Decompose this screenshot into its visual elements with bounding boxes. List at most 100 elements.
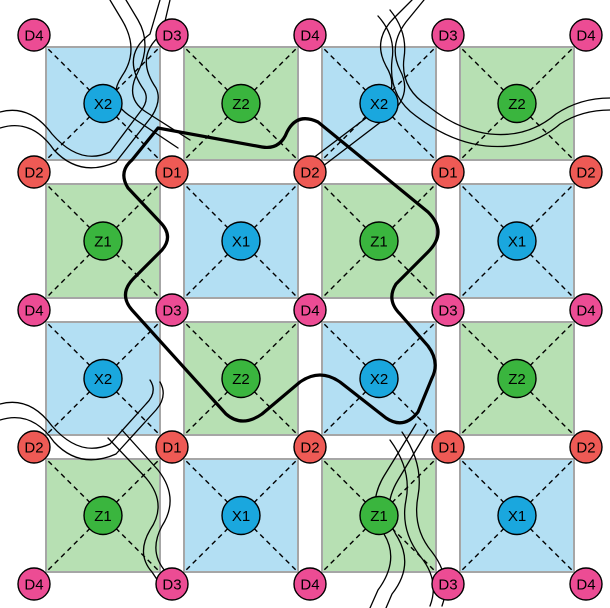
boundary-curve <box>389 9 610 136</box>
ancilla-label: Z2 <box>232 371 250 388</box>
ancilla-circle <box>221 221 261 261</box>
data-qubit-circle <box>155 155 189 189</box>
x-ancilla-qubit: X1 <box>497 221 537 261</box>
data-qubit-label: D2 <box>24 440 43 457</box>
data-qubit: D3 <box>431 567 465 601</box>
x-ancilla-qubit: X2 <box>83 358 123 399</box>
z-ancilla-qubit: Z2 <box>221 83 261 124</box>
data-qubit-circle <box>17 18 51 52</box>
data-qubit-circle <box>293 293 327 327</box>
ancilla-label: X2 <box>94 371 112 388</box>
ancilla-label: X2 <box>370 371 388 388</box>
ancilla-circle <box>359 221 399 261</box>
data-qubit-circle <box>155 18 189 52</box>
data-qubit: D4 <box>17 567 51 601</box>
ancilla-label: Z2 <box>232 96 250 113</box>
z-ancilla-qubit: Z1 <box>83 221 123 261</box>
data-qubit-circle <box>17 430 51 464</box>
boundary-curve <box>121 429 183 593</box>
ancilla-circle <box>497 83 537 124</box>
z-ancilla-qubit: Z1 <box>359 221 399 261</box>
data-qubit-circle <box>431 567 465 601</box>
logical-qubit-outline <box>122 117 440 425</box>
data-qubit-label: D3 <box>162 577 181 594</box>
data-qubit-circle <box>155 430 189 464</box>
ancilla-label: X1 <box>508 234 526 251</box>
ancilla-circle <box>83 83 123 124</box>
boundary-curve <box>125 0 191 141</box>
z-ancilla-qubit: Z1 <box>359 495 399 536</box>
data-qubit-circle <box>17 155 51 189</box>
data-qubit-label: D4 <box>576 577 595 594</box>
data-qubit-label: D1 <box>438 165 457 182</box>
data-qubit-label: D3 <box>438 303 457 320</box>
data-qubit-circle <box>155 567 189 601</box>
boundary-curve <box>0 381 164 461</box>
z-ancilla-qubit: Z2 <box>221 358 261 399</box>
data-qubit-label: D4 <box>24 28 43 45</box>
ancilla-circle <box>83 495 123 536</box>
data-qubit: D3 <box>431 18 465 52</box>
ancilla-label: Z1 <box>370 508 388 525</box>
ancilla-label: X2 <box>94 96 112 113</box>
data-qubit-label: D2 <box>576 165 595 182</box>
data-qubit: D4 <box>17 293 51 327</box>
data-qubit: D4 <box>569 18 603 52</box>
data-qubit: D4 <box>293 18 327 52</box>
data-qubit: D4 <box>17 18 51 52</box>
z-ancilla-qubit: Z2 <box>497 83 537 124</box>
ancilla-circle <box>359 358 399 399</box>
ancilla-circle <box>221 495 261 536</box>
x-ancilla-qubit: X2 <box>359 358 399 399</box>
data-qubit-circle <box>155 293 189 327</box>
data-qubit: D3 <box>155 18 189 52</box>
x-ancilla-qubit: X1 <box>497 495 537 536</box>
data-qubit: D4 <box>293 293 327 327</box>
boundary-curve <box>385 429 429 608</box>
data-qubit-circle <box>569 18 603 52</box>
data-qubit-circle <box>17 567 51 601</box>
data-qubit: D2 <box>293 155 327 189</box>
data-qubit-label: D2 <box>300 440 319 457</box>
qubit-node-layer: X2 Z2 X2 Z2 Z1 X1 Z1 X1 X2 Z2 X2 Z2 Z1 X1 Z1 X1 D4 D3 D4 D3… <box>17 18 603 601</box>
ancilla-label: X1 <box>232 508 250 525</box>
data-qubit-label: D2 <box>300 165 319 182</box>
data-qubit-label: D4 <box>300 28 319 45</box>
data-qubit-circle <box>431 18 465 52</box>
data-qubit: D2 <box>569 155 603 189</box>
boundary-curve <box>377 15 610 148</box>
data-qubit: D2 <box>17 430 51 464</box>
data-qubit-label: D4 <box>24 303 43 320</box>
data-qubit-circle <box>431 430 465 464</box>
ancilla-circle <box>83 358 123 399</box>
data-qubit-circle <box>293 155 327 189</box>
data-qubit-label: D2 <box>24 165 43 182</box>
ancilla-label: X1 <box>232 234 250 251</box>
ancilla-label: Z1 <box>94 508 112 525</box>
ancilla-circle <box>359 83 399 124</box>
data-qubit: D4 <box>569 293 603 327</box>
boundary-curve <box>0 0 171 169</box>
data-qubit-label: D4 <box>24 577 43 594</box>
data-qubit-circle <box>569 293 603 327</box>
data-qubit: D2 <box>293 430 327 464</box>
ancilla-circle <box>497 495 537 536</box>
data-qubit-circle <box>293 18 327 52</box>
data-qubit-label: D4 <box>300 303 319 320</box>
data-qubit: D1 <box>431 155 465 189</box>
ancilla-circle <box>221 83 261 124</box>
x-ancilla-qubit: X1 <box>221 495 261 536</box>
data-qubit-label: D3 <box>162 28 181 45</box>
data-qubit-circle <box>293 430 327 464</box>
x-plaquette <box>459 183 575 299</box>
data-qubit-label: D3 <box>438 577 457 594</box>
ancilla-label: X2 <box>370 96 388 113</box>
ancilla-label: Z1 <box>94 234 112 251</box>
data-qubit: D1 <box>155 430 189 464</box>
data-qubit: D1 <box>155 155 189 189</box>
ancilla-circle <box>83 221 123 261</box>
data-qubit: D4 <box>569 567 603 601</box>
data-qubit-circle <box>569 430 603 464</box>
boundary-curve <box>0 379 154 449</box>
